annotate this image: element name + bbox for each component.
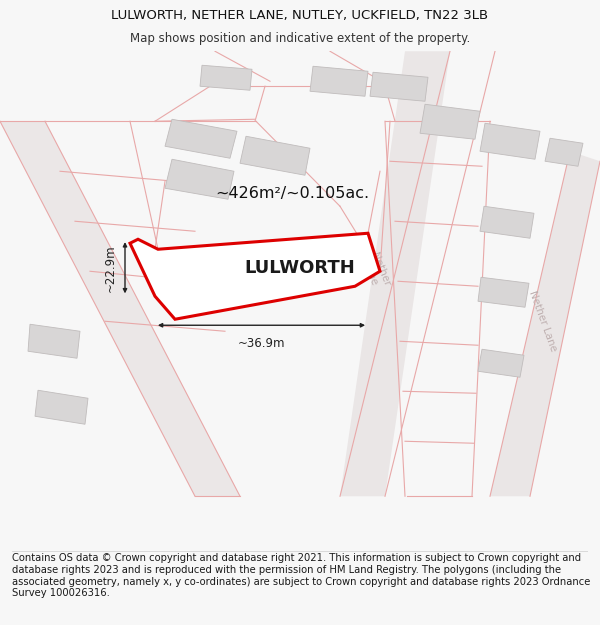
Polygon shape <box>165 159 234 199</box>
Text: ~426m²/~0.105ac.: ~426m²/~0.105ac. <box>215 186 369 201</box>
Text: Map shows position and indicative extent of the property.: Map shows position and indicative extent… <box>130 32 470 45</box>
Text: Nether
Lane: Nether Lane <box>358 251 392 292</box>
Polygon shape <box>478 278 529 308</box>
Polygon shape <box>420 104 480 139</box>
Polygon shape <box>165 119 237 158</box>
Polygon shape <box>310 66 368 96</box>
Polygon shape <box>478 349 524 378</box>
Text: LULWORTH: LULWORTH <box>245 259 355 278</box>
Polygon shape <box>200 65 252 90</box>
Text: ~22.9m: ~22.9m <box>104 244 116 291</box>
Polygon shape <box>240 136 310 175</box>
Text: Nether Lane: Nether Lane <box>527 289 559 353</box>
Text: ~36.9m: ~36.9m <box>238 338 285 350</box>
Polygon shape <box>490 151 600 496</box>
Polygon shape <box>480 123 540 159</box>
Polygon shape <box>35 390 88 424</box>
Polygon shape <box>28 324 80 358</box>
Text: Contains OS data © Crown copyright and database right 2021. This information is : Contains OS data © Crown copyright and d… <box>12 554 590 598</box>
Text: LULWORTH, NETHER LANE, NUTLEY, UCKFIELD, TN22 3LB: LULWORTH, NETHER LANE, NUTLEY, UCKFIELD,… <box>112 9 488 22</box>
Polygon shape <box>370 72 428 101</box>
Polygon shape <box>340 51 450 496</box>
Polygon shape <box>0 121 240 496</box>
Polygon shape <box>130 233 380 319</box>
Polygon shape <box>545 138 583 166</box>
Polygon shape <box>480 206 534 238</box>
